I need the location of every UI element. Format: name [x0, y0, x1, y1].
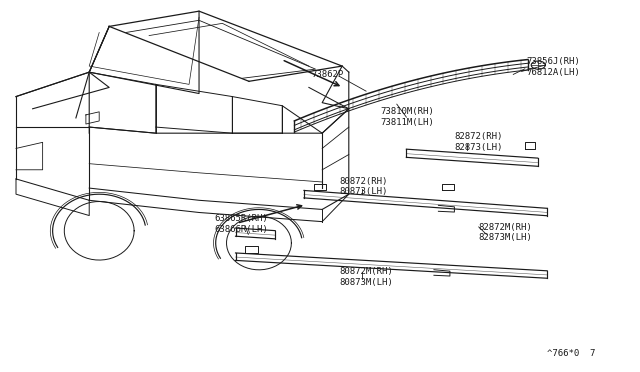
Text: 73810M(RH)
73811M(LH): 73810M(RH) 73811M(LH) [381, 108, 435, 127]
Text: 80872M(RH)
80873M(LH): 80872M(RH) 80873M(LH) [339, 267, 393, 287]
Text: 80872(RH)
80873(LH): 80872(RH) 80873(LH) [339, 177, 388, 196]
Text: 63865R(RH)
63866R(LH): 63865R(RH) 63866R(LH) [214, 214, 268, 234]
Text: 73856J(RH)
76812A(LH): 73856J(RH) 76812A(LH) [527, 57, 580, 77]
Text: 82872M(RH)
82873M(LH): 82872M(RH) 82873M(LH) [479, 223, 532, 242]
Text: 82872(RH)
82873(LH): 82872(RH) 82873(LH) [454, 132, 503, 152]
Text: 73862P: 73862P [311, 70, 343, 79]
Text: ^766*0  7: ^766*0 7 [547, 349, 596, 358]
